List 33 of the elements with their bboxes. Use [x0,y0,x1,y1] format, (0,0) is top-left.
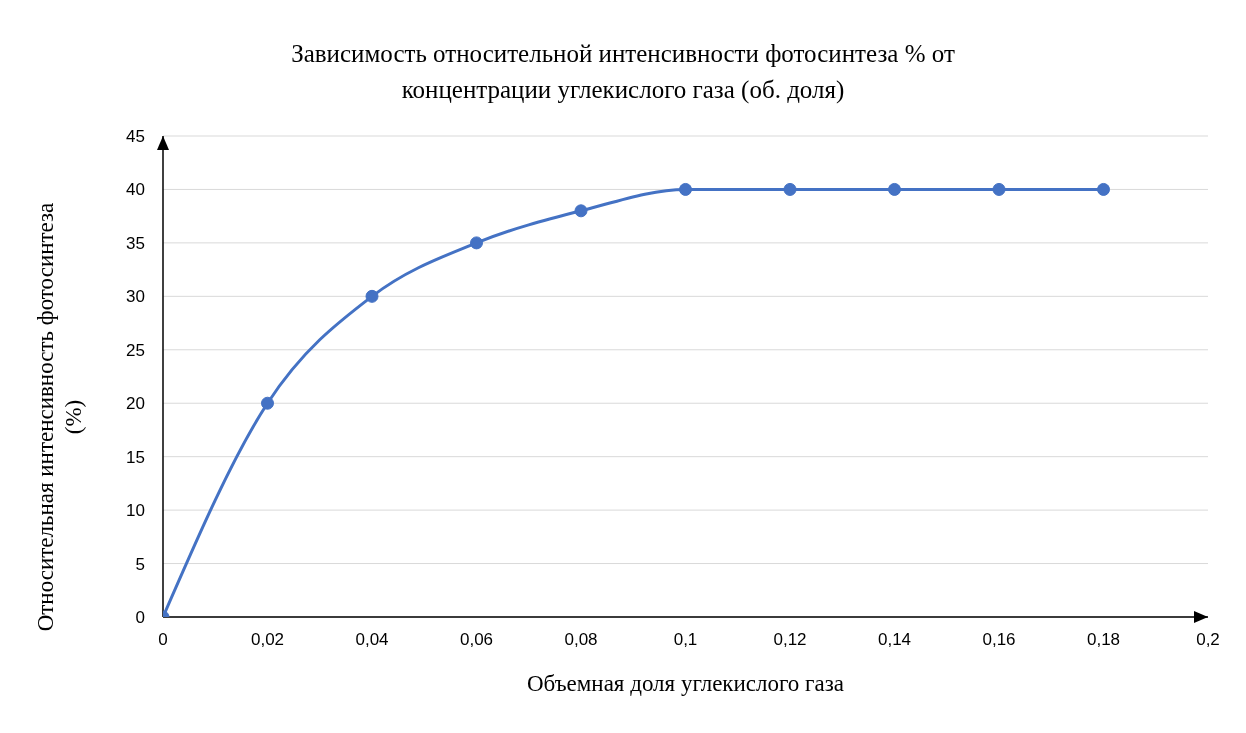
x-tick-label: 0,1 [673,630,698,650]
y-axis-title: Относительная интенсивность фотосинтеза (%) [32,201,87,633]
point [574,204,588,218]
point [470,236,483,250]
x-tick-label: 0,14 [877,630,912,650]
x-tick-label: 0,04 [355,630,389,650]
y-tick-label: 10 [126,501,145,521]
y-tick-label: 40 [126,180,145,200]
x-tick-label: 0,18 [1086,630,1121,650]
point [261,396,274,410]
x-tick-label: 0,02 [250,630,285,650]
x-tick-label: 0,16 [982,630,1016,650]
y-tick-label: 45 [126,127,145,147]
x-tick-label: 0,12 [773,630,807,650]
point [365,289,379,303]
y-tick-label: 15 [126,447,145,467]
chart-title: Зависимость относительной интенсивности фотосинтеза % от концентрации углекислого газа (об. доля) [290,39,956,106]
x-tick-label: 0,06 [459,630,494,650]
x-axis-title: Объемная доля углекислого газа [525,671,846,697]
point [1097,182,1110,196]
y-tick-label: 25 [126,340,145,360]
y-tick-label: 20 [126,394,145,414]
x-tick-label: 0,08 [564,630,598,650]
y-tick-label: 0 [135,608,145,628]
y-tick-label: 30 [126,287,145,307]
point [888,182,901,196]
point [992,182,1006,196]
point [679,182,692,196]
y-tick-label: 35 [126,233,145,253]
y-tick-label: 5 [135,554,145,574]
x-tick-label: 0,2 [1196,630,1220,650]
x-tick-label: 0 [158,630,168,650]
point [783,182,797,196]
